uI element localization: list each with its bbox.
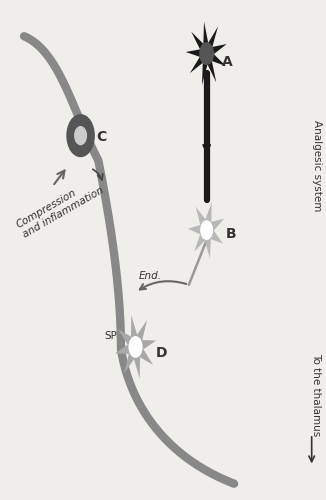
Text: SP: SP: [104, 330, 117, 340]
Text: To the thalamus: To the thalamus: [312, 352, 321, 436]
Text: Compression
and inflammation: Compression and inflammation: [15, 176, 105, 240]
Polygon shape: [188, 202, 224, 258]
Text: Analgesic system: Analgesic system: [312, 120, 321, 211]
Polygon shape: [185, 22, 227, 85]
Text: C: C: [96, 130, 106, 143]
Circle shape: [199, 42, 214, 65]
Text: A: A: [222, 55, 232, 69]
Circle shape: [200, 220, 213, 240]
Text: D: D: [156, 346, 167, 360]
Text: End.: End.: [139, 271, 162, 281]
Polygon shape: [115, 316, 156, 378]
Circle shape: [75, 126, 86, 144]
Text: B: B: [226, 227, 237, 241]
Circle shape: [67, 115, 94, 156]
Circle shape: [128, 336, 143, 358]
